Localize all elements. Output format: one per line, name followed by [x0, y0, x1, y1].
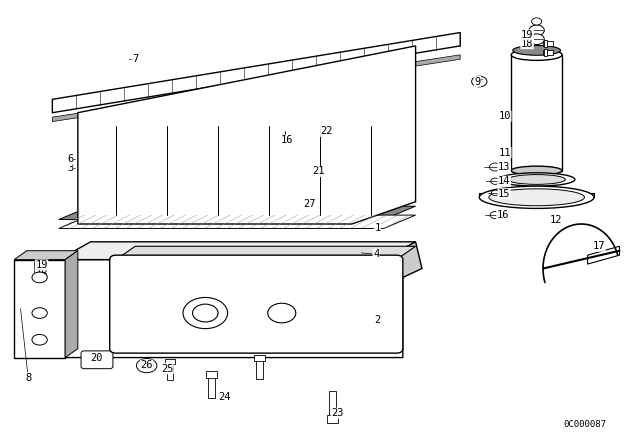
Circle shape: [268, 303, 296, 323]
Polygon shape: [511, 55, 562, 171]
Text: 17: 17: [593, 241, 605, 251]
Polygon shape: [59, 242, 415, 260]
Polygon shape: [59, 215, 415, 228]
Circle shape: [32, 308, 47, 319]
Bar: [543, 42, 553, 46]
Text: 10: 10: [499, 111, 511, 121]
Text: 3: 3: [67, 164, 74, 173]
Text: 1: 1: [374, 224, 380, 233]
FancyBboxPatch shape: [81, 351, 113, 369]
Polygon shape: [52, 55, 460, 121]
Bar: [320, 126, 326, 144]
Polygon shape: [78, 46, 415, 224]
Bar: [256, 174, 262, 194]
Text: 7: 7: [132, 54, 138, 64]
Bar: [304, 195, 310, 213]
Text: 2: 2: [374, 315, 380, 325]
Text: 22: 22: [320, 126, 333, 136]
Text: 16: 16: [280, 135, 293, 145]
Text: 14: 14: [498, 176, 511, 186]
Circle shape: [136, 358, 157, 373]
Bar: [543, 50, 553, 55]
Polygon shape: [14, 251, 78, 260]
Circle shape: [529, 34, 544, 44]
Polygon shape: [116, 260, 396, 349]
Circle shape: [472, 76, 487, 87]
FancyBboxPatch shape: [109, 255, 403, 353]
Bar: [206, 371, 217, 378]
Circle shape: [183, 297, 228, 329]
Text: 11: 11: [499, 148, 511, 158]
Polygon shape: [14, 260, 65, 358]
Polygon shape: [479, 193, 594, 197]
Bar: [208, 375, 215, 398]
Bar: [329, 391, 336, 418]
Bar: [318, 123, 328, 128]
Ellipse shape: [508, 175, 565, 185]
Circle shape: [529, 25, 544, 36]
Polygon shape: [59, 206, 415, 220]
Text: 19: 19: [35, 260, 48, 270]
Bar: [302, 192, 312, 197]
Bar: [254, 355, 264, 361]
Text: 12: 12: [550, 215, 562, 224]
Text: 23: 23: [331, 408, 344, 418]
Ellipse shape: [511, 49, 562, 60]
Bar: [327, 415, 339, 423]
Bar: [34, 269, 36, 276]
Text: 20: 20: [91, 353, 103, 362]
Circle shape: [492, 190, 499, 195]
Polygon shape: [116, 246, 415, 260]
Circle shape: [491, 178, 500, 185]
Polygon shape: [307, 157, 339, 175]
Circle shape: [32, 272, 47, 283]
Circle shape: [532, 18, 541, 25]
Circle shape: [490, 163, 501, 171]
Circle shape: [280, 137, 290, 144]
Polygon shape: [588, 246, 620, 264]
Ellipse shape: [479, 186, 594, 208]
Bar: [33, 271, 43, 275]
Text: 4: 4: [373, 249, 380, 259]
Text: 19: 19: [521, 30, 533, 40]
Ellipse shape: [511, 166, 562, 175]
Text: 16: 16: [497, 210, 509, 220]
Circle shape: [32, 334, 47, 345]
Polygon shape: [384, 242, 422, 277]
Bar: [34, 261, 36, 268]
Polygon shape: [52, 33, 460, 113]
Circle shape: [193, 304, 218, 322]
Ellipse shape: [513, 45, 561, 55]
Text: 18: 18: [521, 39, 533, 49]
Text: 9: 9: [474, 77, 481, 86]
Text: 15: 15: [498, 189, 511, 199]
Text: 25: 25: [161, 364, 173, 374]
Bar: [256, 359, 262, 379]
Text: 18: 18: [35, 269, 48, 279]
Circle shape: [490, 211, 500, 219]
Bar: [543, 49, 547, 56]
Text: 8: 8: [25, 373, 31, 383]
Text: 0C000087: 0C000087: [564, 420, 607, 429]
Bar: [33, 263, 43, 267]
Ellipse shape: [499, 173, 575, 186]
Ellipse shape: [489, 189, 584, 206]
Circle shape: [141, 362, 152, 369]
Text: 26: 26: [140, 360, 153, 370]
Bar: [254, 170, 264, 176]
Text: 13: 13: [498, 162, 511, 172]
Polygon shape: [65, 251, 78, 358]
Text: 6: 6: [67, 155, 74, 164]
Bar: [165, 359, 175, 364]
Bar: [167, 362, 173, 380]
Text: 21: 21: [312, 167, 324, 177]
Bar: [543, 40, 547, 47]
Text: 27: 27: [303, 199, 316, 209]
Text: 24: 24: [218, 392, 230, 402]
Polygon shape: [59, 260, 403, 358]
